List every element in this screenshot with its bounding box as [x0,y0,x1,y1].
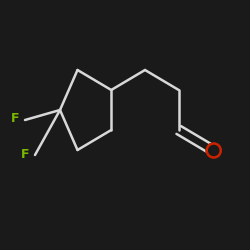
Text: F: F [11,112,20,125]
Text: F: F [21,148,29,161]
Circle shape [206,143,221,158]
Circle shape [9,112,22,125]
Circle shape [19,148,31,161]
